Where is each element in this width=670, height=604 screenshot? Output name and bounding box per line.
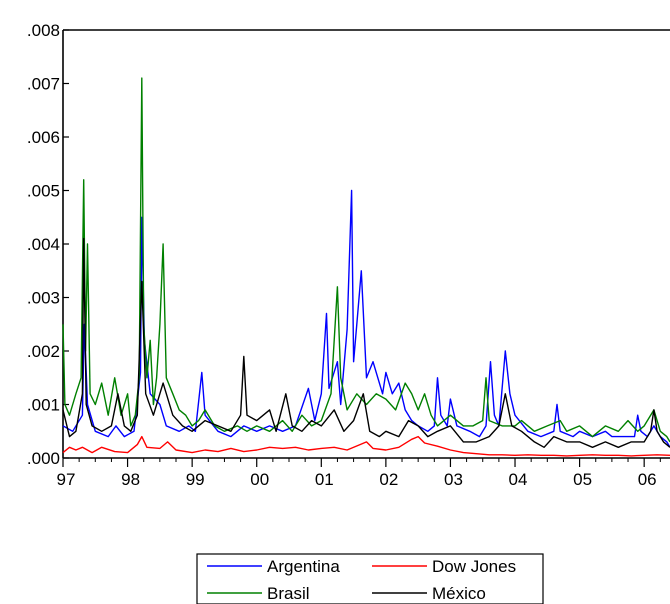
- legend-label: Brasil: [267, 584, 310, 603]
- y-tick-label: .001: [27, 396, 60, 415]
- series-line-brasil: [62, 77, 670, 443]
- legend-box: [196, 553, 544, 604]
- legend-label: México: [432, 584, 486, 603]
- legend-label: Argentina: [267, 557, 340, 576]
- x-tick-label: 02: [379, 470, 398, 489]
- y-tick-label: .007: [27, 75, 60, 94]
- y-tick-label: .002: [27, 342, 60, 361]
- legend-label: Dow Jones: [432, 557, 516, 576]
- y-axis-ticks: .000 .001 .002 .003 .004 .005 .006 .007 .008: [27, 21, 69, 468]
- x-tick-label: 98: [121, 470, 140, 489]
- x-tick-label: 04: [509, 470, 528, 489]
- x-tick-label: 06: [638, 470, 657, 489]
- y-tick-label: .005: [27, 182, 60, 201]
- x-tick-label: 00: [250, 470, 269, 489]
- x-tick-label: 97: [57, 470, 76, 489]
- y-tick-label: .006: [27, 128, 60, 147]
- x-tick-label: 01: [315, 470, 334, 489]
- y-tick-label: .003: [27, 289, 60, 308]
- y-tick-label: .004: [27, 235, 60, 254]
- series-line-m-xico: [62, 237, 670, 448]
- series-lines: [62, 77, 670, 457]
- x-tick-label: 99: [186, 470, 205, 489]
- x-tick-label: 03: [444, 470, 463, 489]
- chart-legend: Argentina Dow Jones Brasil México: [196, 553, 544, 604]
- series-line-dow-jones: [62, 435, 670, 457]
- x-axis-ticks: 97 98 99 00 01 02 03 04 05 06: [57, 458, 661, 489]
- y-tick-label: .000: [27, 449, 60, 468]
- x-tick-label: 05: [573, 470, 592, 489]
- y-tick-label: .008: [27, 21, 60, 40]
- series-line-argentina: [62, 189, 670, 448]
